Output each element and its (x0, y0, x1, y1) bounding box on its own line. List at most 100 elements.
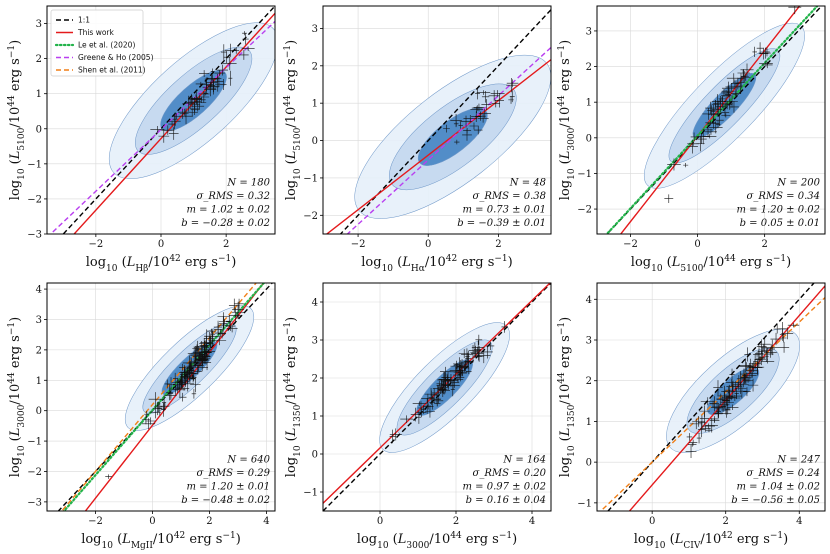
data-point (436, 380, 443, 387)
data-point (759, 47, 771, 59)
data-point (145, 417, 156, 425)
data-point (765, 339, 780, 356)
data-point (181, 376, 195, 392)
data-point (190, 91, 202, 105)
data-point (686, 433, 693, 441)
y-tick-label: 3 (36, 315, 42, 326)
x-axis-label: log10 (L5100/1044 erg s−1) (631, 254, 791, 274)
x-tick-label: 0 (694, 239, 700, 250)
data-point (199, 352, 211, 364)
data-point (233, 47, 240, 54)
data-point (458, 349, 470, 359)
data-point (787, 323, 800, 328)
data-point (440, 366, 451, 377)
data-point (168, 127, 179, 140)
data-point (178, 392, 187, 402)
data-point (162, 394, 167, 411)
data-point (683, 162, 689, 168)
axes-frame (596, 282, 826, 512)
data-point (458, 121, 463, 129)
data-point (475, 111, 486, 121)
data-point (468, 342, 482, 358)
data-point (228, 298, 240, 313)
fit-line-this-work (619, 6, 801, 234)
data-point (450, 363, 463, 370)
data-point (715, 114, 724, 127)
data-point (160, 402, 170, 411)
data-point (490, 90, 505, 97)
data-point (436, 379, 447, 392)
y-tick-label: 2 (36, 54, 42, 65)
data-point (508, 95, 514, 104)
data-point (745, 369, 759, 378)
axes-frame (46, 282, 276, 512)
data-point (780, 333, 787, 343)
data-point (740, 374, 750, 384)
data-point (664, 194, 674, 204)
data-point (761, 61, 773, 69)
x-tick-label: 4 (529, 516, 535, 527)
plot-area (597, 6, 825, 234)
data-point (180, 364, 189, 380)
y-axis-label: log10 (L1350/1044 erg s−1) (283, 317, 303, 477)
data-point (207, 328, 216, 334)
data-point (747, 378, 759, 392)
data-point (501, 321, 508, 333)
stat-line: m = 1.04 ± 0.02 (737, 482, 821, 493)
data-point (186, 108, 198, 117)
data-point (740, 74, 751, 81)
legend-label: This work (77, 28, 115, 37)
y-tick-label: 4 (36, 285, 42, 296)
data-point (743, 387, 751, 397)
stat-line: N = 200 (776, 178, 820, 189)
data-point (759, 353, 766, 361)
data-point (182, 95, 195, 112)
data-point (696, 432, 702, 444)
data-point (506, 78, 517, 93)
data-point (389, 428, 402, 441)
data-point (702, 108, 715, 120)
data-point (697, 421, 706, 438)
y-tick-label: 2 (586, 62, 592, 73)
data-point (217, 322, 230, 329)
data-point (441, 375, 454, 387)
x-tick-label: 4 (796, 516, 802, 527)
stat-line: m = 0.73 ± 0.01 (463, 205, 547, 216)
data-point (734, 387, 739, 399)
data-point (701, 423, 715, 429)
data-point (781, 327, 794, 340)
data-point (761, 348, 774, 361)
legend-label: Shen et al. (2011) (78, 66, 146, 75)
data-point (424, 387, 438, 401)
data-point (144, 410, 150, 418)
stat-line: N = 247 (776, 455, 820, 466)
stat-line: b = −0.48 ± 0.02 (181, 495, 270, 506)
y-tick-label: 3 (312, 24, 318, 35)
data-point (197, 96, 206, 103)
data-point (466, 368, 472, 375)
data-point (753, 352, 761, 357)
data-point (752, 359, 763, 376)
data-point (171, 113, 181, 120)
plot-area (597, 283, 825, 511)
data-points (685, 321, 800, 459)
y-tick-label: −2 (577, 205, 592, 216)
data-point (685, 444, 697, 459)
y-tick-label: 2 (312, 61, 318, 72)
data-point (429, 395, 436, 410)
data-point (194, 344, 200, 352)
y-tick-label: −3 (27, 497, 42, 508)
data-point (709, 418, 720, 424)
data-point (739, 358, 752, 373)
data-point (721, 409, 732, 418)
panel-p3: −2 0 2 −2 −1 0 1 2 3 N = 200 σ_RMS = 0.34 m = 1.20 … (557, 5, 826, 274)
data-point (758, 336, 771, 352)
data-point (437, 372, 451, 388)
y-tick-label: 0 (586, 133, 592, 144)
data-point (422, 398, 432, 414)
data-point (210, 68, 215, 75)
data-point (724, 100, 730, 110)
data-point (756, 339, 767, 354)
y-tick-label: 1 (36, 376, 42, 387)
